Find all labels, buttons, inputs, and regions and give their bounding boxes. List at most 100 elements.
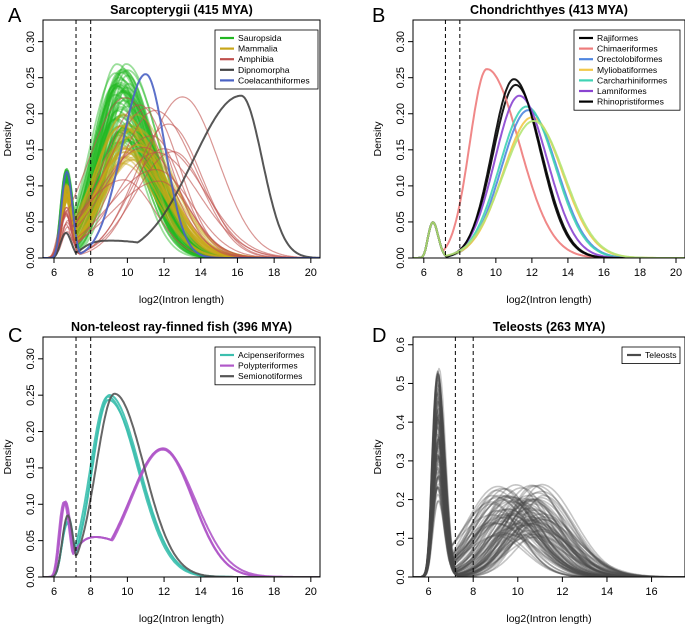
series-dipnomorpha [43, 94, 320, 258]
x-tick-label: 10 [512, 586, 524, 598]
density-curve [413, 487, 685, 577]
density-curve [413, 403, 685, 577]
x-tick-label: 20 [305, 586, 317, 598]
density-curve [413, 384, 685, 577]
legend-label: Lamniformes [597, 86, 647, 96]
legend-label: Amphibia [238, 54, 274, 64]
x-axis-label: log2(Intron length) [139, 613, 224, 625]
density-curve [413, 434, 685, 577]
density-curve [413, 400, 685, 577]
density-curve [43, 74, 320, 258]
plot-area [43, 392, 320, 577]
density-curve [413, 438, 685, 577]
density-curve [413, 433, 685, 577]
density-curve [43, 69, 320, 258]
series-lamniformes [413, 94, 685, 258]
plot-frame [412, 336, 685, 578]
density-curve [413, 413, 685, 577]
density-curve [43, 129, 320, 258]
plot-area [43, 63, 320, 258]
y-tick-label: 0.00 [25, 566, 37, 587]
panel-c: C Non-teleost ray-finned fish (396 MYA) 6 8… [2, 320, 321, 625]
y-axis-label: Density [2, 121, 14, 157]
density-curve [43, 140, 320, 258]
density-curve [43, 101, 320, 258]
density-curve [43, 127, 320, 258]
density-curve [43, 76, 320, 258]
density-curve [413, 372, 685, 577]
legend: Teleosts [621, 346, 681, 365]
y-tick-label: 0.05 [25, 530, 37, 551]
legend-label: Teleosts [645, 350, 677, 360]
density-curve [413, 483, 685, 577]
y-tick-label: 0.3 [395, 453, 407, 468]
density-curve [413, 498, 685, 577]
density-curve [43, 86, 320, 258]
y-tick-label: 0.20 [25, 103, 37, 124]
y-tick-label: 0.25 [25, 67, 37, 88]
x-tick-label: 14 [562, 267, 574, 279]
density-curve [43, 69, 320, 258]
density-curve [43, 94, 320, 258]
density-curve [43, 84, 320, 258]
density-curve [43, 144, 320, 258]
panel-d: D Teleosts (263 MYA) 6 8 10 12 14 16 0.0 0.1 0.2 0.… [372, 320, 685, 625]
x-tick-label: 6 [51, 267, 57, 279]
density-curve [413, 370, 685, 577]
legend-label: Carcharhiniformes [597, 75, 667, 85]
series-semionotiformes [43, 392, 320, 577]
density-curve [43, 71, 320, 258]
density-curve [413, 384, 685, 577]
density-curve [413, 382, 685, 577]
y-tick-label: 0.30 [25, 31, 37, 52]
legend-label: Semionotiformes [238, 371, 302, 381]
y-tick-label: 0.30 [25, 348, 37, 369]
density-curve [43, 87, 320, 258]
density-curve [43, 85, 320, 258]
panel-letter: A [8, 5, 22, 27]
density-curve [413, 475, 685, 577]
density-curve [413, 454, 685, 577]
y-tick-label: 0.20 [395, 103, 407, 124]
y-tick-label: 0.10 [25, 494, 37, 515]
panel-title: Chondrichthyes (413 MYA) [470, 3, 628, 17]
legend-label: Dipnomorpha [238, 65, 290, 75]
density-curve [43, 398, 320, 577]
density-curve [413, 407, 685, 577]
x-tick-label: 20 [305, 267, 317, 279]
density-curve [43, 155, 320, 258]
density-curve [43, 144, 320, 258]
y-tick-label: 0.15 [395, 139, 407, 160]
density-curve [43, 114, 320, 258]
x-tick-label: 10 [490, 267, 502, 279]
density-curve [413, 419, 685, 577]
panel-letter: D [372, 325, 386, 347]
y-tick-label: 0.20 [25, 421, 37, 442]
x-tick-label: 16 [598, 267, 610, 279]
x-tick-label: 8 [88, 586, 94, 598]
density-curve [43, 118, 320, 258]
density-curve [413, 377, 685, 577]
density-curve [413, 417, 685, 577]
density-curve [413, 393, 685, 577]
density-curve [413, 440, 685, 577]
legend-label: Rhinopristiformes [597, 97, 664, 107]
density-curve [413, 445, 685, 577]
plot-frame [42, 19, 321, 259]
series-chimaeriformes [413, 68, 685, 258]
plot-frame [412, 19, 685, 259]
y-tick-label: 0.0 [395, 569, 407, 584]
panel-letter: C [8, 325, 22, 347]
density-curve [43, 129, 320, 258]
legend-label: Rajiformes [597, 33, 638, 43]
density-curve [413, 486, 685, 577]
x-tick-label: 6 [51, 586, 57, 598]
density-curve [413, 416, 685, 577]
density-curve [413, 466, 685, 577]
density-curve [43, 96, 320, 258]
density-curve [413, 455, 685, 577]
series-coelacanthiformes [43, 73, 320, 258]
density-curve [413, 486, 685, 577]
density-curve [413, 457, 685, 577]
